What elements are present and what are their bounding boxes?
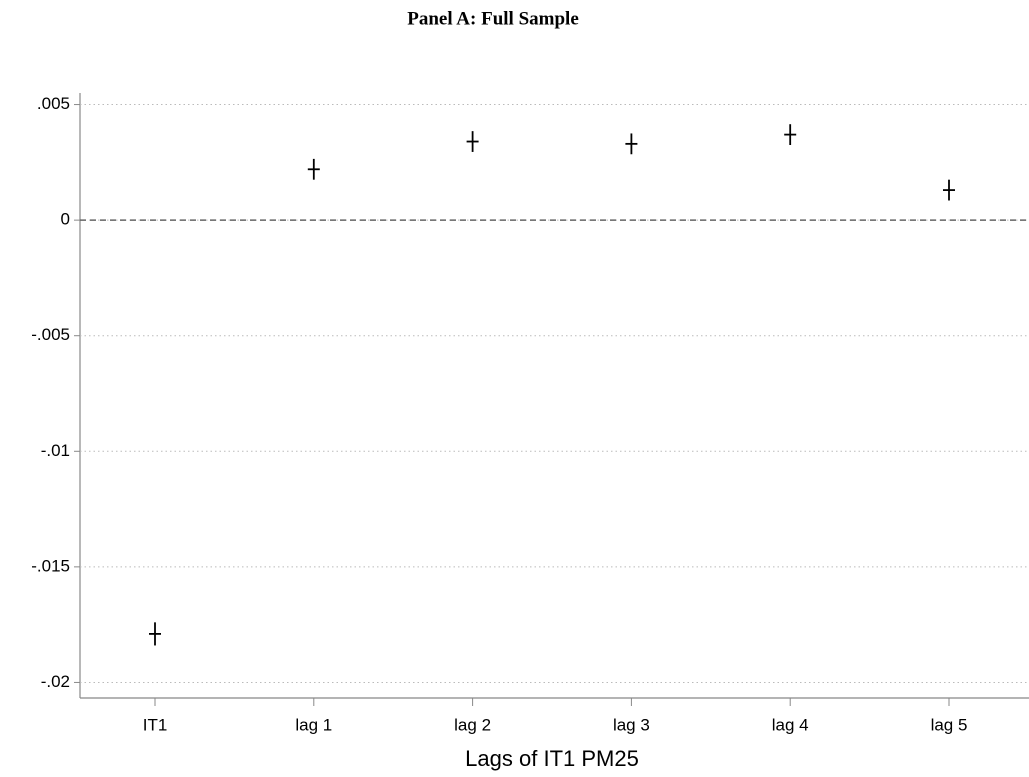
x-axis-label: Lags of IT1 PM25 (465, 746, 639, 771)
x-tick-label: lag 2 (454, 715, 491, 734)
x-tick-label: lag 3 (613, 715, 650, 734)
y-tick-label: 0 (61, 210, 70, 229)
x-tick-label: lag 4 (772, 715, 809, 734)
y-tick-label: -.005 (31, 325, 70, 344)
y-tick-label: -.01 (41, 441, 70, 460)
x-tick-label: lag 5 (931, 715, 968, 734)
x-tick-label: lag 1 (295, 715, 332, 734)
x-tick-label: IT1 (143, 715, 168, 734)
chart-title: Panel A: Full Sample (407, 8, 579, 29)
y-tick-label: -.02 (41, 672, 70, 691)
y-tick-label: -.015 (31, 556, 70, 575)
y-tick-label: .005 (37, 94, 70, 113)
